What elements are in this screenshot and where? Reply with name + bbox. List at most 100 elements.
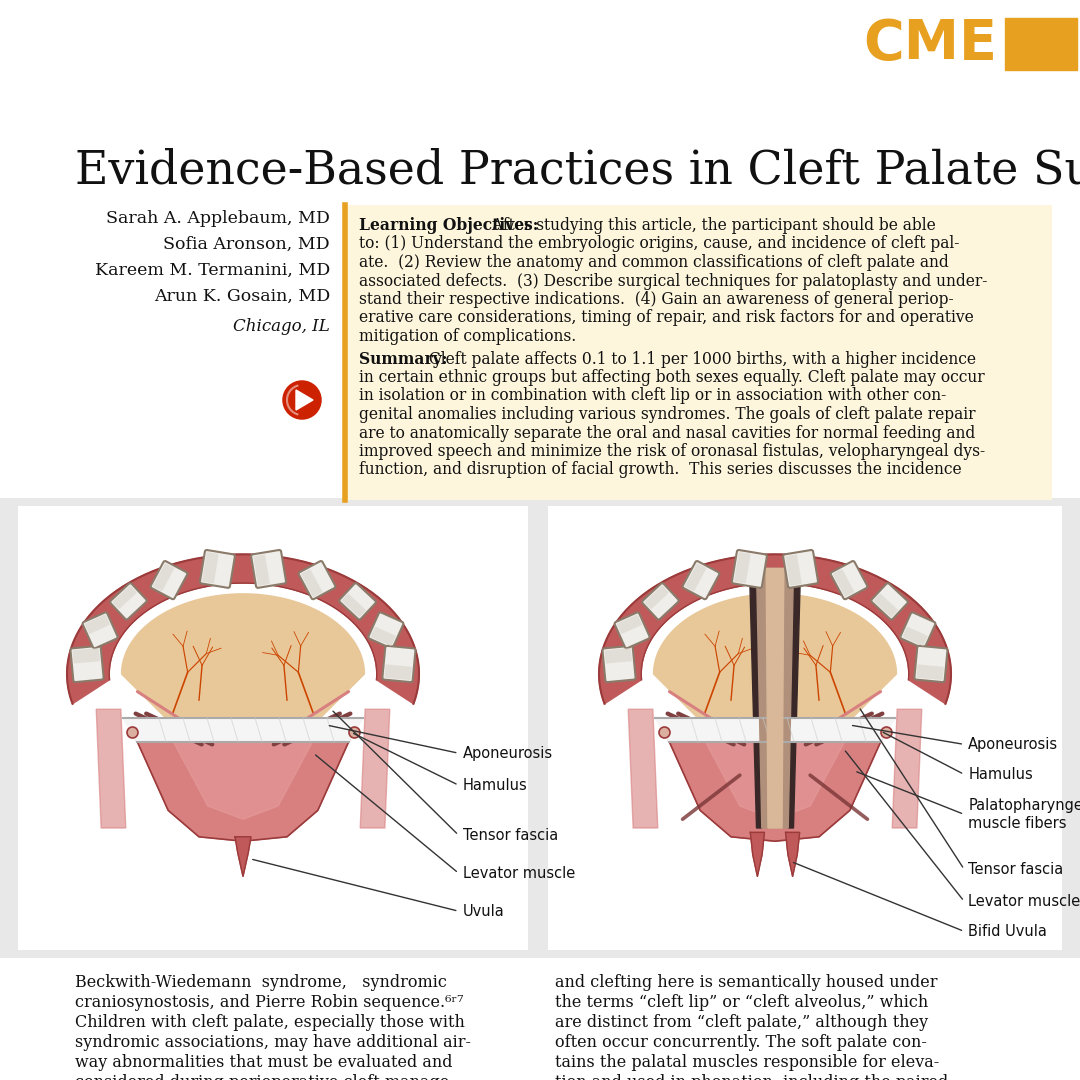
Text: to: (1) Understand the embryologic origins, cause, and incidence of cleft pal-: to: (1) Understand the embryologic origi… [359, 235, 959, 253]
FancyBboxPatch shape [783, 550, 818, 588]
Text: Kareem M. Termanini, MD: Kareem M. Termanini, MD [95, 262, 330, 279]
FancyBboxPatch shape [70, 646, 104, 683]
Text: Levator muscle: Levator muscle [968, 894, 1080, 909]
FancyBboxPatch shape [85, 615, 110, 634]
FancyBboxPatch shape [339, 583, 376, 620]
Polygon shape [163, 723, 323, 820]
Text: and clefting here is semantically housed under: and clefting here is semantically housed… [555, 974, 937, 991]
FancyBboxPatch shape [153, 564, 174, 591]
Polygon shape [785, 833, 799, 876]
FancyBboxPatch shape [605, 648, 632, 663]
Text: in isolation or in combination with cleft lip or in association with other con-: in isolation or in combination with clef… [359, 388, 946, 405]
Text: improved speech and minimize the risk of oronasal fistulas, velopharyngeal dys-: improved speech and minimize the risk of… [359, 443, 985, 460]
FancyBboxPatch shape [872, 583, 908, 620]
Text: Uvula: Uvula [462, 904, 504, 919]
Bar [0, 498, 1080, 958]
FancyBboxPatch shape [685, 564, 706, 591]
Text: CME: CME [863, 17, 997, 71]
FancyBboxPatch shape [200, 550, 235, 588]
FancyBboxPatch shape [368, 612, 404, 648]
Text: considered during perioperative cleft manage-: considered during perioperative cleft ma… [75, 1074, 455, 1080]
Text: Beckwith-Wiedemann  syndrome,   syndromic: Beckwith-Wiedemann syndrome, syndromic [75, 974, 447, 991]
Circle shape [284, 382, 320, 418]
FancyBboxPatch shape [301, 569, 322, 597]
Polygon shape [629, 710, 658, 828]
FancyBboxPatch shape [370, 626, 395, 646]
Polygon shape [756, 568, 794, 828]
Polygon shape [96, 710, 125, 828]
FancyBboxPatch shape [202, 552, 218, 583]
FancyBboxPatch shape [683, 561, 719, 599]
Bar [548, 507, 1062, 950]
Polygon shape [694, 723, 855, 820]
Polygon shape [129, 723, 357, 841]
Text: way abnormalities that must be evaluated and: way abnormalities that must be evaluated… [75, 1054, 453, 1071]
Text: tains the palatal muscles responsible for eleva-: tains the palatal muscles responsible fo… [555, 1054, 940, 1071]
FancyBboxPatch shape [643, 583, 678, 620]
Polygon shape [599, 554, 951, 704]
Text: are to anatomically separate the oral and nasal cavities for normal feeding and: are to anatomically separate the oral an… [359, 424, 975, 442]
FancyBboxPatch shape [382, 646, 416, 683]
FancyBboxPatch shape [645, 585, 669, 609]
FancyBboxPatch shape [785, 554, 801, 585]
FancyBboxPatch shape [915, 646, 947, 683]
FancyBboxPatch shape [82, 612, 118, 648]
FancyBboxPatch shape [732, 550, 767, 588]
Text: Cleft palate affects 0.1 to 1.1 per 1000 births, with a higher incidence: Cleft palate affects 0.1 to 1.1 per 1000… [424, 351, 976, 367]
Text: Hamulus: Hamulus [462, 778, 527, 793]
Polygon shape [122, 594, 364, 735]
Text: stand their respective indications.  (4) Gain an awareness of general periop-: stand their respective indications. (4) … [359, 291, 954, 308]
Text: function, and disruption of facial growth.  This series discusses the incidence: function, and disruption of facial growt… [359, 461, 961, 478]
Text: are distinct from “cleft palate,” although they: are distinct from “cleft palate,” althou… [555, 1014, 928, 1031]
FancyBboxPatch shape [298, 561, 336, 599]
Polygon shape [67, 554, 419, 704]
Polygon shape [653, 594, 896, 735]
FancyBboxPatch shape [734, 552, 751, 583]
Text: Hamulus: Hamulus [968, 767, 1032, 782]
Text: mitigation of complications.: mitigation of complications. [359, 328, 577, 345]
Text: syndromic associations, may have additional air-: syndromic associations, may have additio… [75, 1034, 471, 1051]
Text: Aponeurosis: Aponeurosis [968, 737, 1058, 752]
Text: Levator muscle: Levator muscle [462, 866, 575, 880]
Polygon shape [750, 568, 761, 828]
FancyBboxPatch shape [112, 585, 137, 609]
Text: Chicago, IL: Chicago, IL [233, 318, 330, 335]
Text: Bifid Uvula: Bifid Uvula [968, 923, 1048, 939]
Bar [18, 507, 528, 950]
Polygon shape [892, 710, 922, 828]
FancyBboxPatch shape [110, 583, 147, 620]
Text: Evidence-Based Practices in Cleft Palate Surgery: Evidence-Based Practices in Cleft Palate… [75, 148, 1080, 194]
FancyBboxPatch shape [384, 664, 411, 680]
FancyBboxPatch shape [341, 594, 366, 617]
Text: the terms “cleft lip” or “cleft alveolus,” which: the terms “cleft lip” or “cleft alveolus… [555, 994, 928, 1011]
FancyBboxPatch shape [72, 648, 100, 663]
FancyBboxPatch shape [253, 554, 270, 585]
Text: ate.  (2) Review the anatomy and common classifications of cleft palate and: ate. (2) Review the anatomy and common c… [359, 254, 948, 271]
Text: Tensor fascia: Tensor fascia [968, 862, 1064, 877]
FancyBboxPatch shape [833, 569, 854, 597]
FancyBboxPatch shape [831, 561, 867, 599]
Text: erative care considerations, timing of repair, and risk factors for and operativ: erative care considerations, timing of r… [359, 310, 974, 326]
Polygon shape [296, 390, 313, 410]
Text: Learning Objectives:: Learning Objectives: [359, 217, 538, 234]
Text: craniosynostosis, and Pierre Robin sequence.⁶ʳ⁷: craniosynostosis, and Pierre Robin seque… [75, 994, 463, 1011]
Text: associated defects.  (3) Describe surgical techniques for palatoplasty and under: associated defects. (3) Describe surgica… [359, 272, 987, 289]
FancyBboxPatch shape [903, 626, 928, 646]
Polygon shape [123, 718, 363, 742]
Text: Aponeurosis: Aponeurosis [462, 745, 553, 760]
Text: Summary:: Summary: [359, 351, 447, 367]
Bar [345, 205, 1052, 500]
FancyBboxPatch shape [615, 612, 650, 648]
FancyBboxPatch shape [901, 612, 935, 648]
Text: tion and used in phonation, including the paired: tion and used in phonation, including th… [555, 1074, 948, 1080]
Text: often occur concurrently. The soft palate con-: often occur concurrently. The soft palat… [555, 1034, 927, 1051]
Polygon shape [361, 710, 390, 828]
Text: After studying this article, the participant should be able: After studying this article, the partici… [487, 217, 935, 234]
Polygon shape [766, 568, 784, 828]
FancyBboxPatch shape [917, 664, 944, 680]
Polygon shape [751, 833, 765, 876]
Polygon shape [661, 723, 890, 841]
FancyBboxPatch shape [150, 561, 188, 599]
FancyBboxPatch shape [251, 550, 286, 588]
Text: Sofia Aronson, MD: Sofia Aronson, MD [163, 237, 330, 253]
